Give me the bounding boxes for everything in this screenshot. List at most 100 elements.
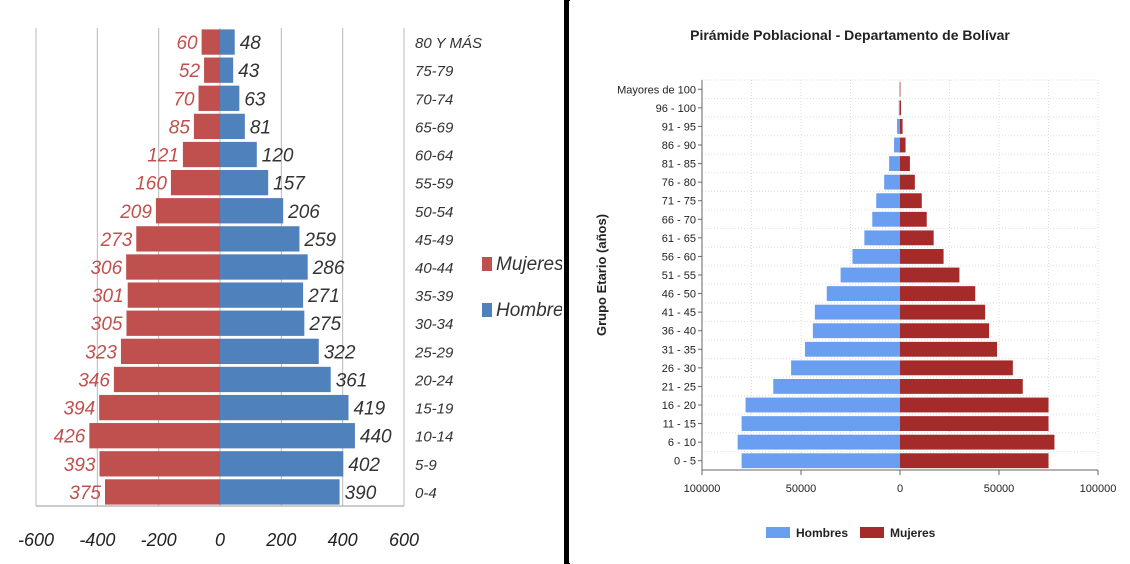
category-label: 80 Y MÁS — [415, 35, 482, 52]
data-label-hombres: 402 — [348, 455, 380, 476]
data-label-mujeres: 121 — [147, 146, 179, 167]
bar-mujeres — [193, 113, 220, 140]
bar-hombres — [220, 29, 235, 55]
data-label-mujeres: 209 — [119, 202, 152, 223]
bar-hombres — [897, 119, 900, 134]
category-label: 66 - 70 — [662, 214, 696, 226]
bar-mujeres — [900, 434, 1055, 450]
legend-label-hombres: Hombres — [496, 300, 562, 321]
bar-hombres — [220, 254, 308, 280]
category-label: 0-4 — [415, 485, 437, 502]
bar-mujeres — [204, 57, 220, 83]
bar-hombres — [840, 267, 900, 283]
right-population-pyramid: Pirámide Poblacional - Departamento de B… — [570, 0, 1130, 564]
category-label: 75-79 — [415, 63, 454, 80]
legend-label-mujeres: Mujeres — [890, 526, 936, 540]
bar-hombres — [814, 304, 900, 320]
category-label: 11 - 15 — [663, 419, 696, 431]
x-tick-label: 200 — [265, 530, 296, 550]
bar-hombres — [220, 423, 355, 449]
x-tick-label: 600 — [389, 530, 419, 550]
x-tick-label: 400 — [328, 530, 358, 550]
data-label-mujeres: 394 — [63, 399, 95, 420]
category-label: 55-59 — [415, 176, 454, 193]
y-axis-label: Grupo Etario (años) — [594, 214, 609, 336]
bar-hombres — [220, 169, 269, 196]
category-label: 86 - 90 — [662, 140, 696, 152]
category-label: 21 - 25 — [662, 381, 696, 393]
category-label: 56 - 60 — [662, 251, 696, 263]
bar-hombres — [804, 341, 900, 357]
bar-mujeres — [127, 282, 220, 308]
bar-mujeres — [900, 341, 998, 357]
bar-mujeres — [126, 310, 220, 336]
bar-mujeres — [900, 360, 1013, 376]
legend-swatch-mujeres — [482, 257, 492, 271]
category-label: 65-69 — [415, 119, 454, 136]
data-label-mujeres: 85 — [169, 117, 191, 138]
x-tick-label: 100000 — [684, 483, 721, 495]
category-label: 10-14 — [415, 429, 453, 446]
bar-hombres — [220, 57, 234, 83]
bar-mujeres — [900, 453, 1049, 469]
data-label-hombres: 271 — [307, 286, 340, 307]
legend-label-hombres: Hombres — [796, 526, 848, 540]
category-label: Mayores de 100 — [617, 84, 696, 96]
data-label-mujeres: 375 — [69, 483, 101, 504]
legend-swatch-mujeres — [860, 527, 884, 538]
bar-hombres — [220, 282, 304, 308]
category-label: 46 - 50 — [662, 289, 696, 301]
bar-mujeres — [120, 338, 220, 365]
bar-hombres — [791, 360, 900, 376]
category-label: 41 - 45 — [662, 307, 696, 319]
bar-mujeres — [900, 397, 1049, 413]
data-label-hombres: 440 — [360, 427, 392, 448]
data-label-mujeres: 306 — [90, 258, 122, 279]
bar-hombres — [812, 323, 900, 339]
data-label-mujeres: 426 — [54, 427, 86, 448]
data-label-mujeres: 305 — [91, 314, 123, 335]
bar-hombres — [876, 193, 900, 209]
data-label-hombres: 275 — [308, 314, 341, 335]
bar-hombres — [745, 397, 900, 413]
data-label-hombres: 286 — [312, 258, 345, 279]
category-label: 61 - 65 — [662, 233, 696, 245]
bar-mujeres — [900, 286, 976, 301]
bar-hombres — [741, 453, 900, 469]
bar-mujeres — [198, 85, 220, 111]
bar-hombres — [220, 85, 240, 111]
bar-mujeres — [99, 451, 220, 477]
data-label-mujeres: 52 — [179, 61, 201, 82]
right-chart-svg: Pirámide Poblacional - Departamento de B… — [594, 27, 1116, 540]
bar-mujeres — [900, 249, 944, 264]
category-label: 25-29 — [414, 344, 454, 361]
bar-mujeres — [182, 141, 220, 168]
category-label: 60-64 — [415, 148, 453, 165]
data-label-mujeres: 301 — [92, 286, 124, 307]
data-label-mujeres: 160 — [135, 174, 167, 195]
data-label-hombres: 206 — [287, 202, 320, 223]
bar-hombres — [894, 137, 900, 153]
category-label: 70-74 — [415, 91, 453, 108]
panel-divider — [564, 0, 568, 564]
category-label: 26 - 30 — [662, 363, 696, 375]
bar-mujeres — [900, 267, 960, 283]
bar-hombres — [220, 451, 344, 477]
bar-hombres — [220, 141, 257, 168]
left-chart-svg: 375 390 0-4 393 402 5-9 426 440 10-14 394 419 15-19… — [18, 28, 562, 550]
bar-mujeres — [900, 137, 906, 153]
bar-hombres — [741, 416, 900, 431]
bar-hombres — [220, 198, 284, 224]
x-tick-label: 0 — [897, 483, 903, 495]
bar-hombres — [220, 479, 340, 505]
bar-hombres — [773, 379, 900, 394]
bar-hombres — [737, 434, 900, 450]
legend-swatch-hombres — [766, 527, 790, 538]
bar-hombres — [872, 211, 900, 227]
bar-mujeres — [170, 169, 220, 196]
bar-mujeres — [900, 156, 910, 171]
data-label-hombres: 259 — [303, 230, 336, 251]
category-label: 40-44 — [415, 260, 453, 277]
category-label: 76 - 80 — [662, 177, 696, 189]
bar-mujeres — [900, 174, 915, 190]
